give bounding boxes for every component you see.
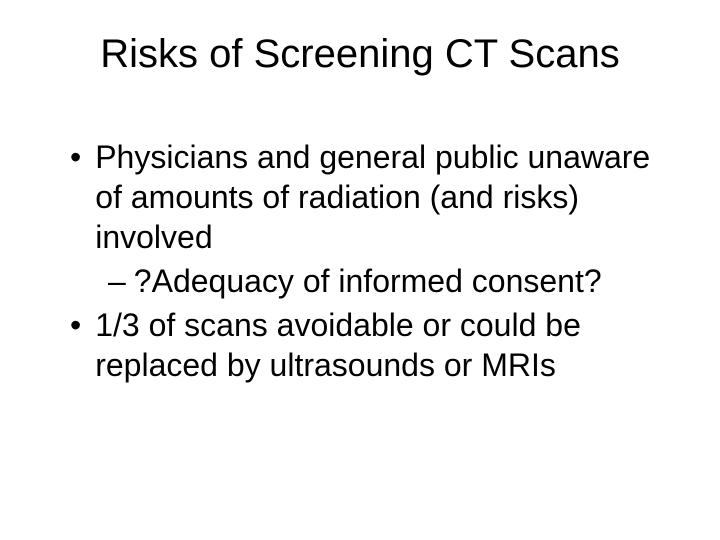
slide-title: Risks of Screening CT Scans <box>50 32 670 77</box>
bullet-marker: • <box>70 305 81 345</box>
slide-container: Risks of Screening CT Scans • Physicians… <box>0 0 720 540</box>
bullet-item: • Physicians and general public unaware … <box>70 137 670 257</box>
bullet-text: Physicians and general public unaware of… <box>95 137 670 257</box>
bullet-item: • 1/3 of scans avoidable or could be rep… <box>70 305 670 385</box>
bullet-marker: • <box>70 137 81 177</box>
sub-bullet-text: ?Adequacy of informed consent? <box>134 261 602 301</box>
slide-content: • Physicians and general public unaware … <box>50 137 670 385</box>
bullet-text: 1/3 of scans avoidable or could be repla… <box>95 305 670 385</box>
sub-bullet-marker: – <box>108 261 126 301</box>
sub-bullet-item: – ?Adequacy of informed consent? <box>108 261 670 301</box>
